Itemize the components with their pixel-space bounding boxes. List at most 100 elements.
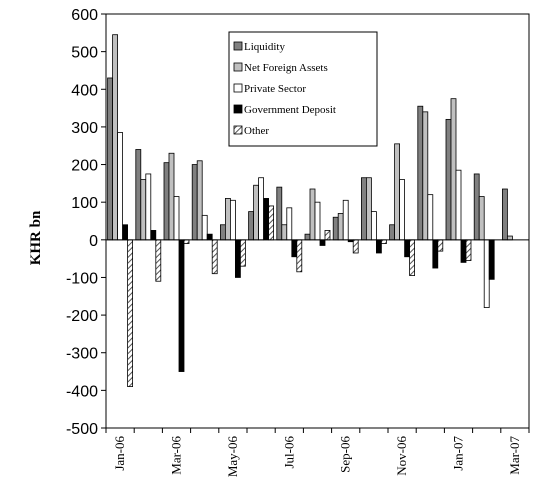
bar-liquidity-mar-06 — [163, 162, 170, 241]
bar-net-foreign-assets-mar-07 — [506, 235, 513, 241]
bar-other-jan-07 — [465, 239, 472, 261]
bar-government-deposit-may-06 — [234, 239, 241, 278]
bar-net-foreign-assets-apr-06 — [196, 160, 203, 241]
y-axis: 600 500 400 300 200 100 0 -100 -200 -300 -400 -500 — [66, 7, 106, 438]
bar-net-foreign-assets-jul-06 — [281, 224, 288, 241]
x-tick-label: Jan-07 — [451, 436, 466, 471]
bar-liquidity-jul-06 — [276, 186, 283, 241]
bar-private-sector-mar-06 — [173, 196, 180, 241]
legend-box — [228, 31, 378, 147]
bar-other-jul-06 — [296, 239, 303, 273]
y-tick-label: -100 — [66, 270, 98, 287]
bar-private-sector-jan-06 — [117, 132, 123, 241]
bar-private-sector-jun-06 — [258, 177, 265, 241]
bar-other-jun-06 — [268, 205, 275, 241]
bar-private-sector-jan-07 — [455, 169, 462, 241]
bar-liquidity-apr-06 — [191, 164, 198, 241]
bar-other-jan-06 — [127, 239, 133, 388]
y-tick-label: 500 — [71, 45, 98, 62]
bar-government-deposit-feb-07 — [488, 239, 495, 280]
bar-liquidity-sep-06 — [332, 216, 339, 241]
x-tick-label: Sep-06 — [338, 436, 353, 473]
bar-net-foreign-assets-jun-06 — [253, 184, 260, 241]
bar-other-sep-06 — [352, 239, 359, 254]
bar-net-foreign-assets-may-06 — [224, 198, 231, 241]
bar-other-apr-06 — [211, 239, 218, 275]
legend-label-liquidity: Liquidity — [244, 41, 285, 53]
bar-net-foreign-assets-oct-06 — [365, 177, 372, 241]
bar-private-sector-may-06 — [229, 199, 236, 241]
y-tick-label: 200 — [71, 158, 98, 175]
legend-swatch-liquidity — [233, 41, 243, 51]
bar-government-deposit-feb-06 — [150, 230, 157, 241]
legend-label-net-foreign-assets: Net Foreign Assets — [244, 62, 328, 74]
bar-liquidity-dec-06 — [417, 105, 424, 241]
x-tick-label: Jan-06 — [112, 436, 127, 471]
bar-other-aug-06 — [324, 230, 331, 241]
y-tick-label: 300 — [71, 120, 98, 137]
bar-liquidity-may-06 — [219, 224, 226, 241]
y-axis-title: KHR bn — [28, 210, 44, 265]
legend: Liquidity Net Foreign Assets Private Secto… — [228, 31, 378, 147]
bar-net-foreign-assets-mar-06 — [168, 152, 175, 241]
legend-label-government-deposit: Government Deposit — [244, 104, 336, 116]
bar-liquidity-mar-07 — [501, 188, 508, 241]
bar-government-deposit-oct-06 — [375, 239, 382, 254]
y-tick-label: 400 — [71, 82, 98, 99]
x-tick-label: Mar-06 — [169, 436, 184, 475]
x-tick-label: May-06 — [225, 436, 240, 478]
bar-private-sector-dec-06 — [427, 194, 434, 241]
plot-frame — [105, 13, 530, 429]
legend-swatch-net-foreign-assets — [233, 62, 243, 72]
bar-private-sector-apr-06 — [201, 214, 208, 241]
legend-label-private-sector: Private Sector — [244, 83, 306, 95]
bar-other-may-06 — [239, 239, 246, 267]
bar-net-foreign-assets-dec-06 — [422, 111, 429, 241]
bar-net-foreign-assets-sep-06 — [337, 213, 344, 241]
bar-other-dec-06 — [437, 239, 444, 252]
bar-net-foreign-assets-jan-06 — [112, 34, 118, 241]
bar-net-foreign-assets-jan-07 — [450, 98, 457, 241]
bar-liquidity-jan-06 — [107, 77, 113, 241]
bar-government-deposit-apr-06 — [206, 233, 213, 241]
x-tick-label: Nov-06 — [394, 436, 409, 476]
bar-government-deposit-nov-06 — [404, 239, 411, 258]
bar-liquidity-feb-07 — [473, 173, 480, 241]
legend-swatch-government-deposit — [233, 104, 243, 114]
legend-label-other: Other — [244, 125, 269, 137]
bar-liquidity-jun-06 — [248, 211, 255, 241]
bar-other-oct-06 — [380, 239, 387, 244]
y-tick-label: 600 — [71, 7, 98, 24]
bar-other-nov-06 — [409, 239, 416, 276]
bar-private-sector-feb-06 — [145, 173, 152, 241]
legend-swatch-other — [233, 125, 243, 135]
bar-other-feb-06 — [155, 239, 162, 282]
bar-liquidity-aug-06 — [304, 233, 311, 241]
x-tick-label: Jul-06 — [281, 436, 296, 469]
bar-government-deposit-aug-06 — [319, 239, 326, 246]
bar-net-foreign-assets-aug-06 — [309, 188, 316, 241]
bar-liquidity-jan-07 — [445, 118, 452, 241]
bar-government-deposit-jun-06 — [263, 198, 270, 241]
bar-net-foreign-assets-feb-07 — [478, 196, 485, 241]
y-tick-label: -300 — [66, 346, 98, 363]
y-tick-label: -500 — [66, 421, 98, 438]
bar-other-mar-06 — [183, 239, 190, 244]
bar-liquidity-nov-06 — [389, 224, 396, 241]
x-tick-label: Mar-07 — [507, 436, 522, 475]
bar-government-deposit-dec-06 — [432, 239, 439, 269]
y-tick-label: 0 — [89, 233, 98, 250]
x-axis: Jan-06 Mar-06 May-06 Jul-06 Sep-06 Nov-06 Jan-… — [105, 428, 530, 478]
y-tick-label: -200 — [66, 308, 98, 325]
bar-private-sector-nov-06 — [399, 179, 406, 241]
y-tick-label: -400 — [66, 383, 98, 400]
bar-net-foreign-assets-feb-06 — [140, 179, 147, 241]
bar-private-sector-feb-07 — [483, 239, 490, 308]
bar-government-deposit-jan-07 — [460, 239, 467, 263]
bar-government-deposit-jan-06 — [122, 224, 128, 241]
y-tick-label: 100 — [71, 195, 98, 212]
bar-private-sector-jul-06 — [286, 207, 293, 241]
bar-private-sector-aug-06 — [314, 201, 321, 241]
bar-government-deposit-jul-06 — [291, 239, 298, 258]
